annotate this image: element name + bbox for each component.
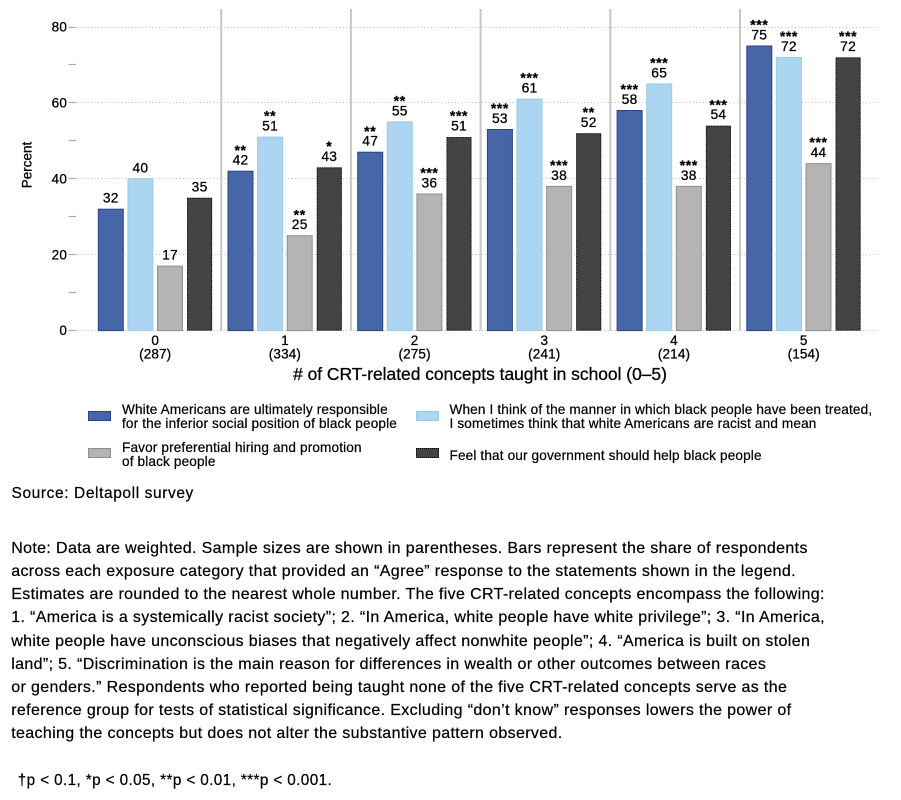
svg-text:(154): (154) [788,347,820,362]
svg-text:***: *** [450,108,468,124]
svg-text:40: 40 [52,171,67,186]
svg-text:51: 51 [451,119,467,134]
svg-text:**: ** [583,104,595,120]
svg-text:4: 4 [670,333,678,348]
svg-text:61: 61 [522,81,538,96]
svg-text:38: 38 [681,168,697,183]
svg-text:**: ** [234,142,246,158]
svg-text:38: 38 [551,168,567,183]
svg-text:***: *** [750,17,768,33]
svg-text:55: 55 [392,103,408,118]
svg-text:***: *** [420,165,438,181]
svg-text:***: *** [680,157,698,173]
svg-text:***: *** [550,157,568,173]
svg-text:1: 1 [281,333,289,348]
svg-text:75: 75 [751,28,767,43]
svg-text:(334): (334) [269,347,301,362]
svg-text:**: ** [364,123,376,139]
svg-text:***: *** [520,70,538,86]
svg-text:32: 32 [103,191,119,206]
svg-text:(241): (241) [528,347,560,362]
svg-text:5: 5 [800,333,808,348]
svg-text:***: *** [709,96,727,112]
svg-text:0: 0 [151,333,159,348]
svg-text:36: 36 [421,176,437,191]
svg-text:51: 51 [262,119,278,134]
svg-text:35: 35 [192,179,208,194]
svg-text:0: 0 [59,323,67,338]
svg-text:**: ** [294,206,306,222]
svg-text:***: *** [650,55,668,71]
svg-text:2: 2 [411,333,419,348]
svg-text:(214): (214) [658,347,690,362]
svg-text:25: 25 [292,217,308,232]
svg-text:65: 65 [651,65,667,80]
svg-text:44: 44 [811,145,827,160]
svg-text:42: 42 [233,153,249,168]
svg-text:72: 72 [781,39,797,54]
svg-text:53: 53 [492,111,508,126]
svg-text:40: 40 [132,160,148,175]
svg-text:(275): (275) [398,347,430,362]
svg-text:47: 47 [362,134,378,149]
svg-text:***: *** [780,28,798,44]
svg-text:20: 20 [52,247,67,262]
svg-text:17: 17 [162,248,178,263]
svg-text:*: * [326,138,332,154]
svg-text:3: 3 [540,333,548,348]
svg-text:43: 43 [321,149,337,164]
svg-text:(287): (287) [139,347,171,362]
svg-text:**: ** [264,108,276,124]
svg-text:# of CRT-related concepts taug: # of CRT-related concepts taught in scho… [293,364,667,384]
svg-text:52: 52 [581,115,597,130]
svg-text:***: *** [491,100,509,116]
svg-text:***: *** [839,28,857,44]
svg-text:60: 60 [52,96,67,111]
svg-text:***: *** [621,81,639,97]
svg-text:58: 58 [622,92,638,107]
svg-text:72: 72 [840,39,856,54]
svg-text:Percent: Percent [20,141,35,188]
svg-text:**: ** [394,93,406,109]
svg-text:54: 54 [710,107,726,122]
svg-text:80: 80 [52,20,67,35]
svg-text:***: *** [809,134,827,150]
